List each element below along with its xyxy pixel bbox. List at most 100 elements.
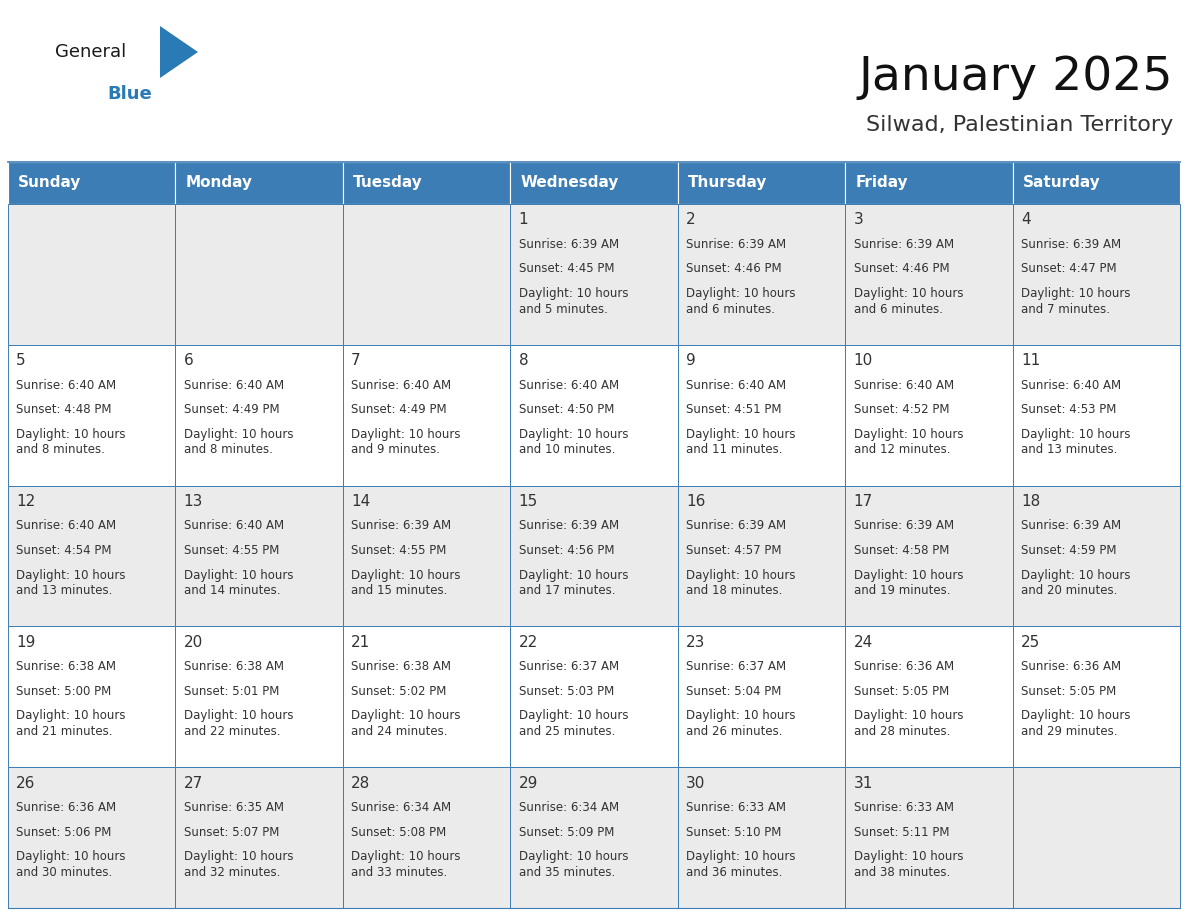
Text: 17: 17 [853,494,873,509]
Text: Daylight: 10 hours
and 22 minutes.: Daylight: 10 hours and 22 minutes. [184,710,293,738]
Bar [1012,486,1180,626]
Bar [343,486,511,626]
Text: Daylight: 10 hours
and 14 minutes.: Daylight: 10 hours and 14 minutes. [184,568,293,598]
Text: Daylight: 10 hours
and 6 minutes.: Daylight: 10 hours and 6 minutes. [687,287,796,316]
Text: Daylight: 10 hours
and 28 minutes.: Daylight: 10 hours and 28 minutes. [853,710,963,738]
Text: Friday: Friday [855,175,908,191]
Text: Daylight: 10 hours
and 6 minutes.: Daylight: 10 hours and 6 minutes. [853,287,963,316]
Bar [8,204,176,345]
Text: 11: 11 [1020,353,1041,368]
Text: Daylight: 10 hours
and 38 minutes.: Daylight: 10 hours and 38 minutes. [853,850,963,879]
Text: Sunrise: 6:35 AM: Sunrise: 6:35 AM [184,801,284,814]
Bar [845,767,1012,908]
Bar [677,162,845,204]
Bar [677,204,845,345]
Text: Daylight: 10 hours
and 18 minutes.: Daylight: 10 hours and 18 minutes. [687,568,796,598]
Text: Sunrise: 6:36 AM: Sunrise: 6:36 AM [853,660,954,673]
Bar [343,345,511,486]
Text: Sunrise: 6:40 AM: Sunrise: 6:40 AM [1020,378,1121,392]
Text: Sunrise: 6:40 AM: Sunrise: 6:40 AM [687,378,786,392]
Bar [511,345,677,486]
Text: 22: 22 [519,635,538,650]
Text: Sunrise: 6:38 AM: Sunrise: 6:38 AM [17,660,116,673]
Text: Sunset: 5:05 PM: Sunset: 5:05 PM [1020,685,1117,698]
Text: 29: 29 [519,776,538,790]
Text: Daylight: 10 hours
and 35 minutes.: Daylight: 10 hours and 35 minutes. [519,850,628,879]
Text: Daylight: 10 hours
and 19 minutes.: Daylight: 10 hours and 19 minutes. [853,568,963,598]
Text: 8: 8 [519,353,529,368]
Text: Sunset: 5:09 PM: Sunset: 5:09 PM [519,825,614,839]
Polygon shape [160,26,198,78]
Text: Sunrise: 6:39 AM: Sunrise: 6:39 AM [519,520,619,532]
Text: Sunset: 4:58 PM: Sunset: 4:58 PM [853,544,949,557]
Bar [1012,767,1180,908]
Text: Sunrise: 6:33 AM: Sunrise: 6:33 AM [853,801,954,814]
Text: 26: 26 [17,776,36,790]
Text: Sunrise: 6:33 AM: Sunrise: 6:33 AM [687,801,786,814]
Text: General: General [55,43,126,61]
Bar [8,626,176,767]
Text: Sunset: 4:54 PM: Sunset: 4:54 PM [17,544,112,557]
Text: 23: 23 [687,635,706,650]
Text: Sunrise: 6:39 AM: Sunrise: 6:39 AM [1020,238,1121,251]
Text: 18: 18 [1020,494,1041,509]
Text: 3: 3 [853,212,864,228]
Text: Sunset: 5:07 PM: Sunset: 5:07 PM [184,825,279,839]
Text: 20: 20 [184,635,203,650]
Text: Daylight: 10 hours
and 29 minutes.: Daylight: 10 hours and 29 minutes. [1020,710,1131,738]
Text: Blue: Blue [107,85,152,103]
Text: Saturday: Saturday [1023,175,1100,191]
Text: Daylight: 10 hours
and 9 minutes.: Daylight: 10 hours and 9 minutes. [352,428,461,456]
Text: Daylight: 10 hours
and 26 minutes.: Daylight: 10 hours and 26 minutes. [687,710,796,738]
Bar [1012,626,1180,767]
Bar [511,162,677,204]
Bar [677,345,845,486]
Bar [343,626,511,767]
Bar [677,486,845,626]
Text: Sunrise: 6:40 AM: Sunrise: 6:40 AM [853,378,954,392]
Text: 25: 25 [1020,635,1041,650]
Text: 9: 9 [687,353,696,368]
Bar [176,486,343,626]
Bar [845,162,1012,204]
Bar [8,767,176,908]
Text: Sunset: 4:49 PM: Sunset: 4:49 PM [184,403,279,416]
Text: 31: 31 [853,776,873,790]
Text: Sunset: 4:51 PM: Sunset: 4:51 PM [687,403,782,416]
Bar [511,626,677,767]
Text: 15: 15 [519,494,538,509]
Text: Daylight: 10 hours
and 13 minutes.: Daylight: 10 hours and 13 minutes. [17,568,126,598]
Text: Monday: Monday [185,175,253,191]
Text: Sunrise: 6:39 AM: Sunrise: 6:39 AM [853,520,954,532]
Text: Sunrise: 6:36 AM: Sunrise: 6:36 AM [1020,660,1121,673]
Text: Sunset: 4:46 PM: Sunset: 4:46 PM [853,263,949,275]
Text: Sunrise: 6:36 AM: Sunrise: 6:36 AM [17,801,116,814]
Text: Sunset: 5:06 PM: Sunset: 5:06 PM [17,825,112,839]
Bar [1012,345,1180,486]
Bar [8,486,176,626]
Text: Daylight: 10 hours
and 21 minutes.: Daylight: 10 hours and 21 minutes. [17,710,126,738]
Text: 12: 12 [17,494,36,509]
Bar [845,345,1012,486]
Bar [176,626,343,767]
Bar [677,767,845,908]
Text: Daylight: 10 hours
and 15 minutes.: Daylight: 10 hours and 15 minutes. [352,568,461,598]
Text: 27: 27 [184,776,203,790]
Text: Sunset: 4:55 PM: Sunset: 4:55 PM [352,544,447,557]
Text: Sunrise: 6:40 AM: Sunrise: 6:40 AM [184,520,284,532]
Text: 14: 14 [352,494,371,509]
Text: Sunset: 4:53 PM: Sunset: 4:53 PM [1020,403,1117,416]
Text: Tuesday: Tuesday [353,175,423,191]
Text: Wednesday: Wednesday [520,175,619,191]
Text: Sunrise: 6:39 AM: Sunrise: 6:39 AM [1020,520,1121,532]
Text: Daylight: 10 hours
and 32 minutes.: Daylight: 10 hours and 32 minutes. [184,850,293,879]
Text: Sunrise: 6:39 AM: Sunrise: 6:39 AM [853,238,954,251]
Bar [511,767,677,908]
Text: Sunset: 4:46 PM: Sunset: 4:46 PM [687,263,782,275]
Text: Daylight: 10 hours
and 8 minutes.: Daylight: 10 hours and 8 minutes. [184,428,293,456]
Text: 10: 10 [853,353,873,368]
Bar [677,626,845,767]
Bar [343,767,511,908]
Text: Sunset: 4:50 PM: Sunset: 4:50 PM [519,403,614,416]
Text: Sunrise: 6:40 AM: Sunrise: 6:40 AM [519,378,619,392]
